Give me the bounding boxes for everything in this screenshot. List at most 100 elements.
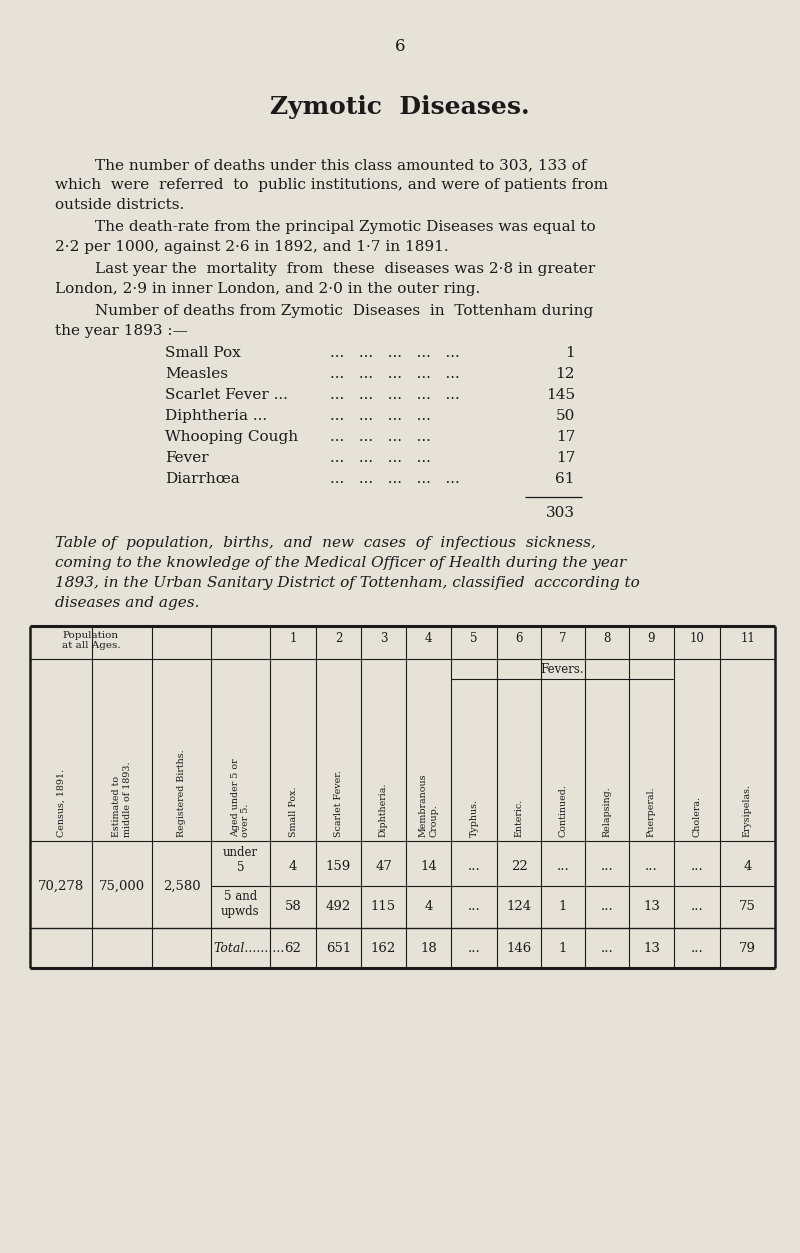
Text: Population
at all Ages.: Population at all Ages. [62,632,120,650]
Text: 1: 1 [290,632,297,645]
Text: 162: 162 [371,941,396,955]
Text: Registered Births.: Registered Births. [177,749,186,837]
Text: ...   ...   ...   ...   ...: ... ... ... ... ... [330,388,460,402]
Text: 8: 8 [603,632,610,645]
Text: Erysipelas.: Erysipelas. [743,784,752,837]
Text: Scarlet Fever.: Scarlet Fever. [334,771,343,837]
Text: coming to the knowledge of the Medical Officer of Health during the year: coming to the knowledge of the Medical O… [55,556,626,570]
Text: London, 2·9 in inner London, and 2·0 in the outer ring.: London, 2·9 in inner London, and 2·0 in … [55,282,480,296]
Text: under
5: under 5 [223,846,258,875]
Text: Diphtheria.: Diphtheria. [379,783,388,837]
Text: 5 and
upwds: 5 and upwds [221,890,260,918]
Text: 145: 145 [546,388,575,402]
Text: Cholera.: Cholera. [693,796,702,837]
Text: 70,278: 70,278 [38,880,84,892]
Text: Scarlet Fever ...: Scarlet Fever ... [165,388,288,402]
Text: Table of  population,  births,  and  new  cases  of  infectious  sickness,: Table of population, births, and new cas… [55,536,596,550]
Text: the year 1893 :—: the year 1893 :— [55,325,188,338]
Text: 18: 18 [420,941,437,955]
Text: 1893, in the Urban Sanitary District of Tottenham, classified  acccording to: 1893, in the Urban Sanitary District of … [55,576,640,590]
Text: ...: ... [690,860,703,872]
Text: Enteric.: Enteric. [514,798,523,837]
Text: 4: 4 [425,632,432,645]
Text: 9: 9 [648,632,655,645]
Text: 1: 1 [566,346,575,360]
Text: 1: 1 [559,941,567,955]
Text: 303: 303 [546,506,575,520]
Text: Diarrhœa: Diarrhœa [165,472,240,486]
Text: ...: ... [690,900,703,912]
Text: 62: 62 [285,941,302,955]
Text: Aged under 5 or
over 5.: Aged under 5 or over 5. [231,758,250,837]
Text: ...   ...   ...   ...: ... ... ... ... [330,408,431,424]
Text: 22: 22 [510,860,527,872]
Text: The death-rate from the principal Zymotic Diseases was equal to: The death-rate from the principal Zymoti… [95,221,596,234]
Text: 124: 124 [506,900,531,912]
Text: 6: 6 [515,632,522,645]
Text: 2·2 per 1000, against 2·6 in 1892, and 1·7 in 1891.: 2·2 per 1000, against 2·6 in 1892, and 1… [55,241,449,254]
Text: 79: 79 [739,941,756,955]
Text: 50: 50 [556,408,575,424]
Text: 47: 47 [375,860,392,872]
Text: Estimated to
middle of 1893.: Estimated to middle of 1893. [112,762,132,837]
Text: ...: ... [690,941,703,955]
Text: 6: 6 [394,38,406,55]
Text: Last year the  mortality  from  these  diseases was 2·8 in greater: Last year the mortality from these disea… [95,262,595,276]
Text: Total..........: Total.......... [213,941,284,955]
Text: Small Pox.: Small Pox. [289,787,298,837]
Text: Relapsing.: Relapsing. [602,786,611,837]
Text: 13: 13 [643,941,660,955]
Text: 492: 492 [326,900,351,912]
Text: 4: 4 [743,860,752,872]
Text: 7: 7 [559,632,566,645]
Text: Measles: Measles [165,367,228,381]
Text: Diphtheria ...: Diphtheria ... [165,408,267,424]
Text: ...: ... [468,860,480,872]
Text: 10: 10 [690,632,705,645]
Text: Fevers.: Fevers. [541,663,584,677]
Text: Puerperal.: Puerperal. [647,787,656,837]
Text: 3: 3 [380,632,387,645]
Text: 17: 17 [556,451,575,465]
Text: The number of deaths under this class amounted to 303, 133 of: The number of deaths under this class am… [95,158,586,172]
Text: 11: 11 [740,632,755,645]
Text: 75: 75 [739,900,756,912]
Text: 14: 14 [420,860,437,872]
Text: 146: 146 [506,941,532,955]
Text: 2: 2 [335,632,342,645]
Text: ...   ...   ...   ...: ... ... ... ... [330,430,431,444]
Text: 12: 12 [555,367,575,381]
Text: ...   ...   ...   ...: ... ... ... ... [330,451,431,465]
Text: 159: 159 [326,860,351,872]
Text: 17: 17 [556,430,575,444]
Text: 61: 61 [555,472,575,486]
Text: Small Pox: Small Pox [165,346,241,360]
Text: Typhus.: Typhus. [470,799,478,837]
Text: ...: ... [468,941,480,955]
Text: 4: 4 [289,860,297,872]
Text: 115: 115 [371,900,396,912]
Text: ...: ... [601,941,614,955]
Text: Whooping Cough: Whooping Cough [165,430,298,444]
Text: 4: 4 [424,900,433,912]
Text: 1: 1 [559,900,567,912]
Text: Continued.: Continued. [558,784,567,837]
Text: which  were  referred  to  public institutions, and were of patients from: which were referred to public institutio… [55,178,608,192]
Text: Census, 1891.: Census, 1891. [57,769,66,837]
Text: Membranous
Croup.: Membranous Croup. [419,773,438,837]
Text: ...: ... [557,860,570,872]
Text: 5: 5 [470,632,478,645]
Text: Zymotic  Diseases.: Zymotic Diseases. [270,95,530,119]
Text: 651: 651 [326,941,351,955]
Text: ...   ...   ...   ...   ...: ... ... ... ... ... [330,367,460,381]
Text: outside districts.: outside districts. [55,198,184,212]
Text: 75,000: 75,000 [99,880,145,892]
Text: 13: 13 [643,900,660,912]
Text: diseases and ages.: diseases and ages. [55,596,199,610]
Text: ...: ... [601,900,614,912]
Text: ...: ... [468,900,480,912]
Text: ...   ...   ...   ...   ...: ... ... ... ... ... [330,472,460,486]
Text: Number of deaths from Zymotic  Diseases  in  Tottenham during: Number of deaths from Zymotic Diseases i… [95,304,594,318]
Text: Fever: Fever [165,451,209,465]
Text: ...: ... [601,860,614,872]
